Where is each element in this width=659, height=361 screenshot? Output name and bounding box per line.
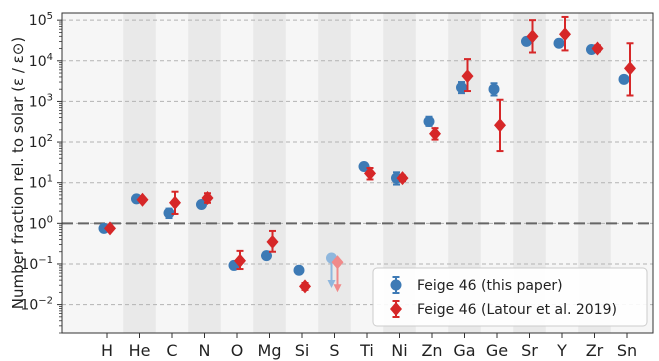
category-band [188,13,221,333]
data-point [553,37,565,49]
data-point [461,58,474,93]
category-band [253,13,286,333]
data-point [261,250,272,262]
x-tick-label: Ti [359,341,374,360]
data-point [266,229,279,253]
marker-circle [423,116,435,128]
marker-circle [553,37,565,49]
x-tick-label: Sn [617,341,637,360]
marker-circle [261,250,272,262]
y-tick-label: 103 [29,92,53,110]
data-point [331,255,344,293]
data-point [591,41,604,56]
x-tick-label: Si [295,341,310,360]
marker-diamond [331,255,344,270]
marker-diamond [136,192,149,207]
marker-diamond [559,27,571,42]
data-point [234,249,246,271]
upper-limit-arrowhead [327,280,336,289]
data-point [358,161,370,173]
marker-circle [358,161,370,173]
x-tick-label: Ge [486,341,508,360]
y-tick-label: 105 [29,11,53,29]
data-point [201,191,214,206]
x-tick-label: Zr [586,341,604,360]
series-marks [98,15,636,294]
x-axis: H He C N O Mg Si S Ti Ni Zn Ga Ge Sr Y Zr Sn [101,333,637,360]
data-point [429,126,441,141]
legend-label: Feige 46 (Latour et al. 2019) [417,302,617,318]
legend-entry: Feige 46 (this paper) [390,276,563,294]
data-point [293,264,305,276]
legend-entry: Feige 46 (Latour et al. 2019) [390,300,617,318]
marker-diamond [201,191,214,206]
x-tick-label: S [329,341,339,360]
legend-label: Feige 46 (this paper) [417,278,563,294]
x-tick-label: H [101,341,113,360]
data-point [299,279,311,294]
data-point [196,199,207,211]
marker-diamond [169,195,181,210]
y-tick-label: 10−1 [20,255,53,273]
x-tick-label: Mg [258,341,282,360]
marker-diamond [364,166,376,181]
marker-diamond [104,221,116,236]
x-tick-label: C [166,341,177,360]
data-point [104,221,116,236]
y-tick-label: 104 [29,52,53,70]
y-tick-label: 102 [29,133,53,151]
x-tick-label: Ga [453,341,475,360]
y-tick-label: 100 [29,214,53,232]
data-point [169,190,181,215]
y-axis-label: Number fraction rel. to solar (ε / ε⊙) [9,37,27,309]
marker-diamond [494,118,506,133]
data-point [526,19,539,54]
x-tick-label: N [199,341,211,360]
category-band [318,13,351,333]
marker-diamond [591,41,604,56]
x-tick-label: Y [556,341,567,360]
marker-diamond [429,126,441,141]
marker-circle [488,83,500,95]
y-tick-label: 101 [29,174,53,192]
data-point [423,115,435,128]
legend-marker-diamond [390,302,402,316]
legend-marker-circle [390,279,402,291]
data-point [494,98,506,153]
data-point [624,42,636,97]
x-tick-label: O [231,341,244,360]
data-point [618,73,630,85]
marker-diamond [461,69,474,84]
y-tick-label: 10−2 [20,296,53,314]
marker-diamond [624,61,636,76]
marker-circle [196,199,207,211]
data-point [364,166,376,181]
y-axis: 10−2 10−1 100 101 102 103 104 105 [20,11,62,334]
marker-circle [293,264,305,276]
data-point [559,15,571,52]
marker-diamond [266,234,279,249]
x-tick-label: He [129,341,151,360]
x-tick-label: Ni [391,341,407,360]
marker-circle [618,73,630,85]
plot-frame [61,12,654,334]
data-point [136,192,149,207]
data-point [488,82,500,97]
marker-diamond [396,171,409,186]
data-point [396,171,409,186]
marker-diamond [234,253,246,268]
category-band [123,13,156,333]
marker-diamond [299,279,311,294]
marker-circle [163,207,175,219]
legend-box [372,267,648,327]
data-point [163,207,175,220]
upper-limit-arrowhead [333,284,342,293]
marker-diamond [526,29,539,44]
legend: Feige 46 (this paper) Feige 46 (Latour et… [372,267,648,327]
x-tick-label: Zn [421,341,442,360]
x-tick-label: Sr [521,341,538,360]
